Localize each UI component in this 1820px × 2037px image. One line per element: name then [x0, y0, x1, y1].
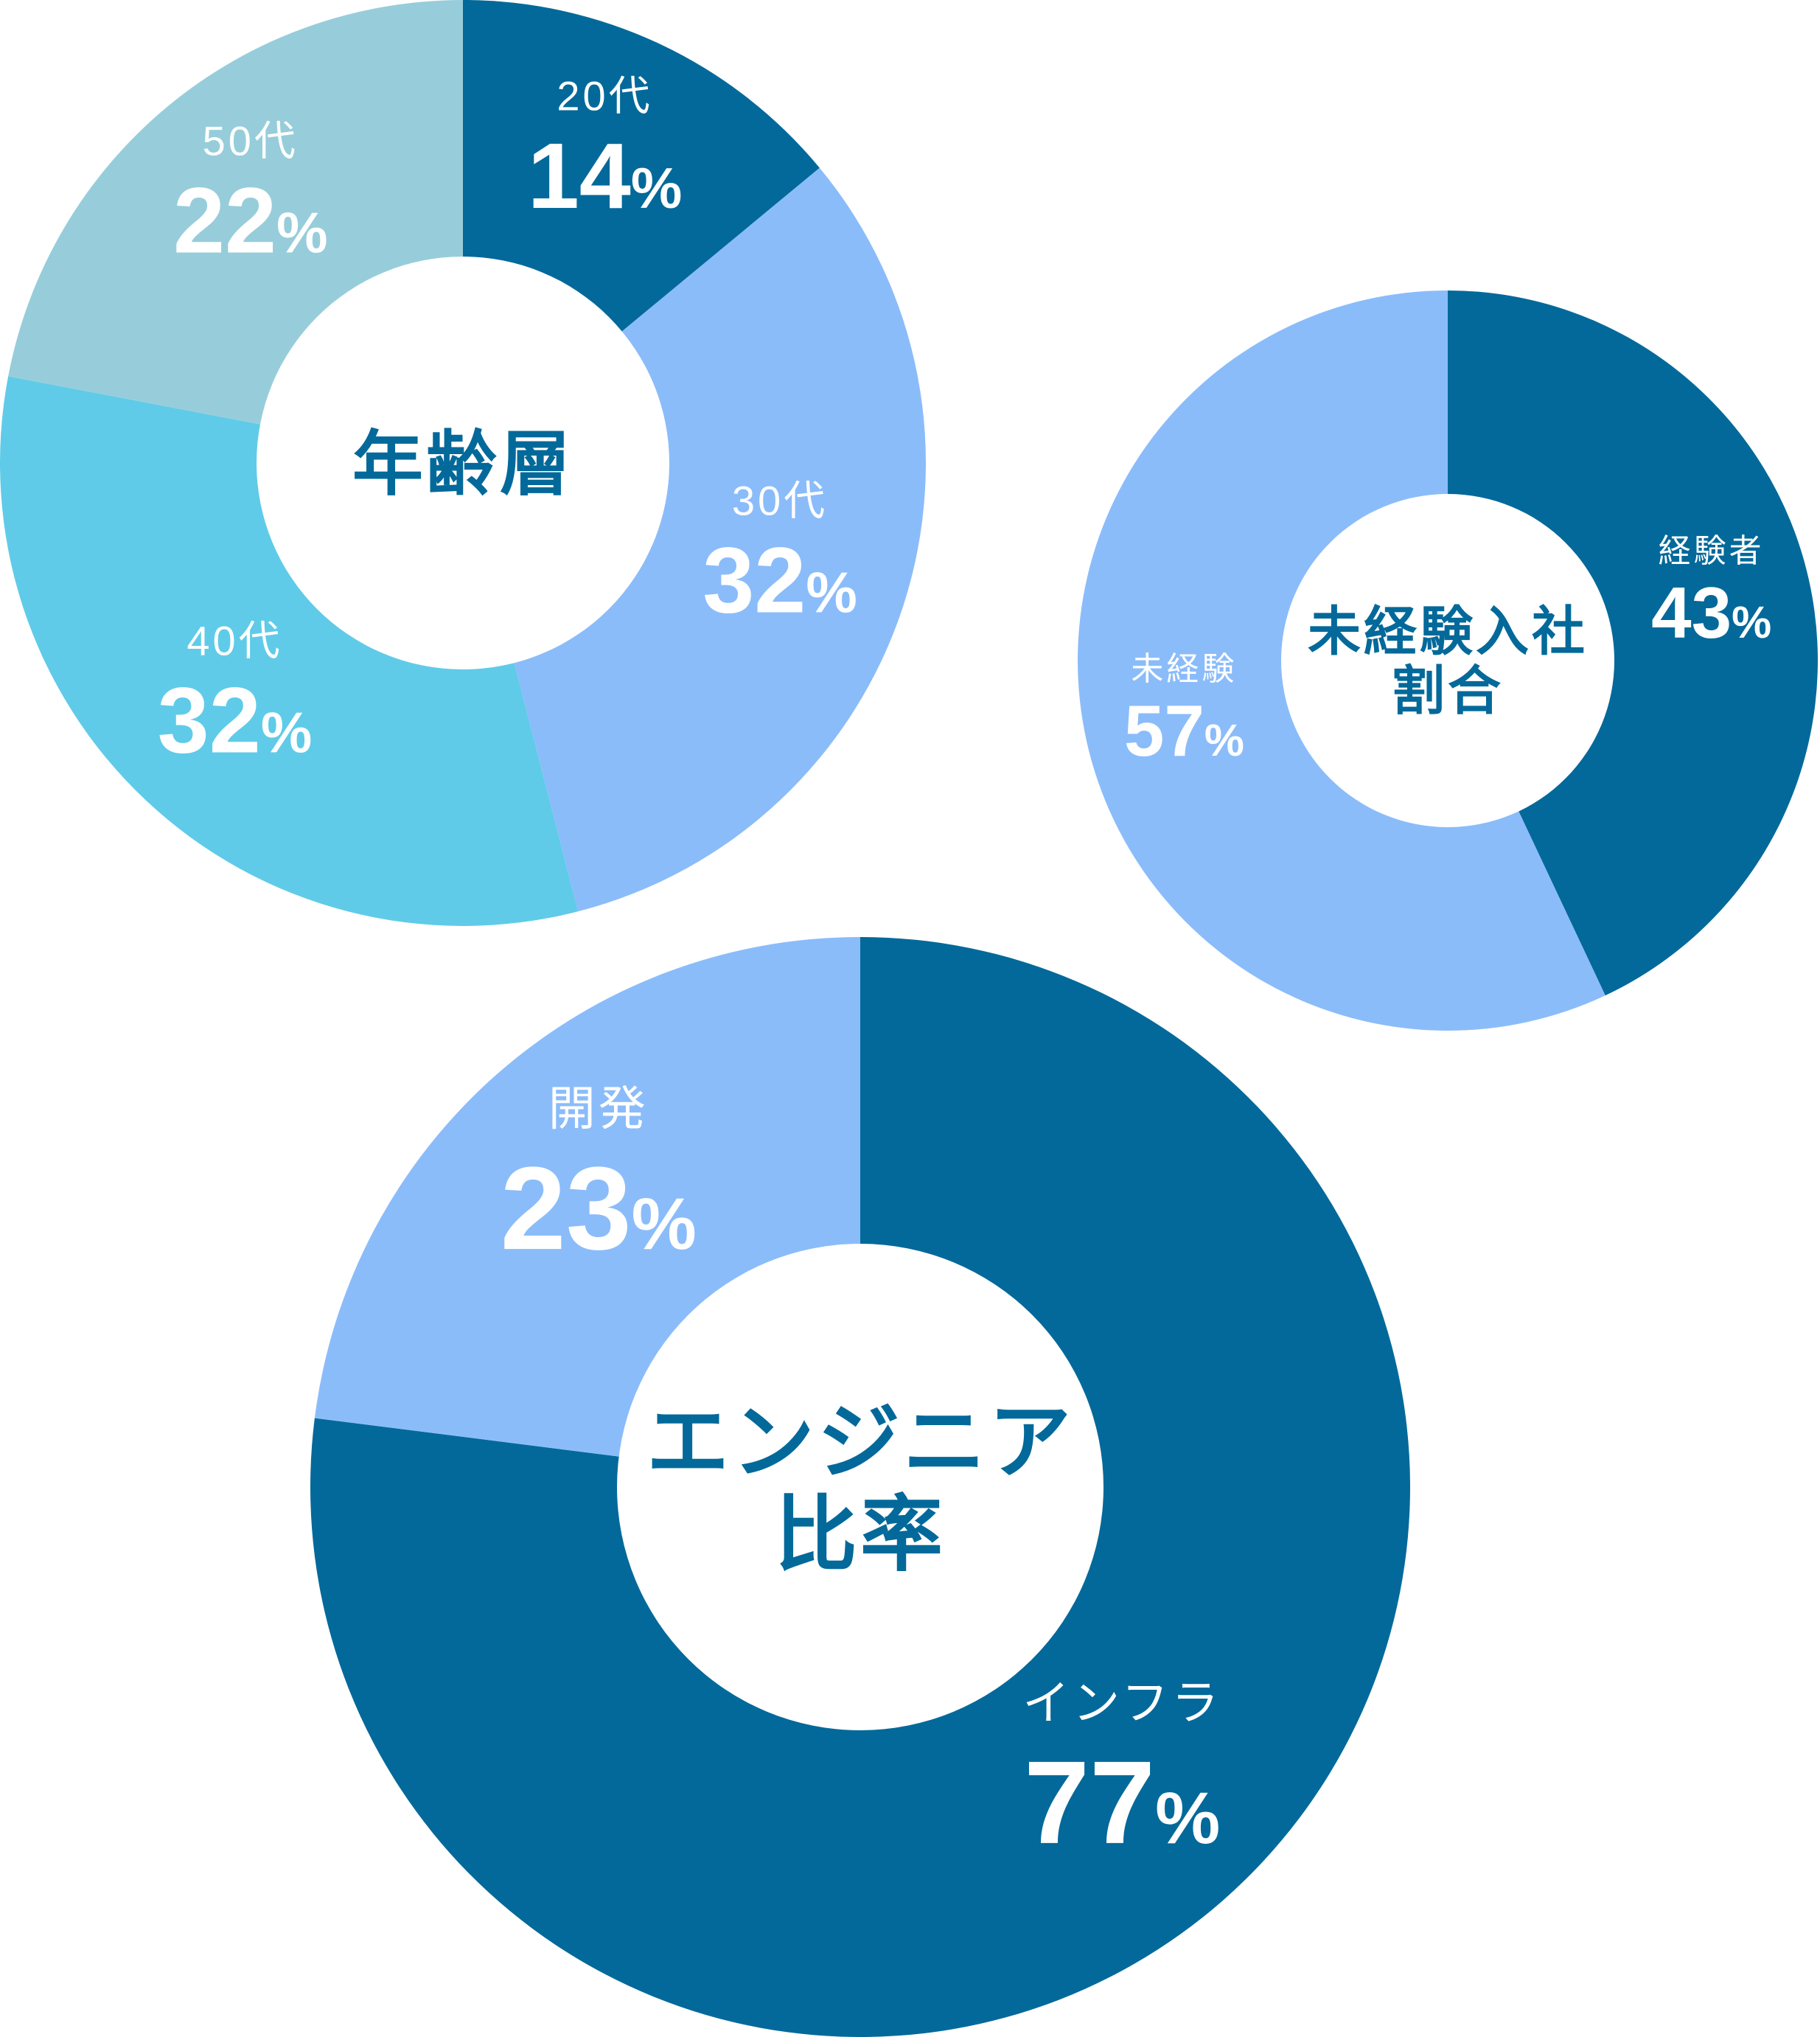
hire-slice-label-1: 未経験 — [1131, 651, 1237, 687]
age-slice-value-2: 32% — [158, 669, 313, 773]
age-chart-title: 年齢層 — [352, 425, 573, 504]
age-slice-value-3: 22% — [173, 169, 328, 273]
engineer-donut-hole — [617, 1244, 1103, 1730]
age-slice-1 — [463, 167, 926, 912]
age-slice-label-3: 50代 — [203, 117, 299, 164]
hire-chart-title: 未経験入社割合 — [1308, 603, 1588, 722]
hire-donut-hole — [1281, 494, 1614, 827]
hire-slice-label-0: 経験者 — [1659, 533, 1765, 569]
age-slice-value-1: 32% — [702, 529, 857, 633]
engineer-slice-label-1: 開発 — [548, 1082, 649, 1135]
age-donut-hole — [257, 257, 669, 669]
hire-slice-0 — [1448, 290, 1818, 996]
engineer-slice-value-0: 77% — [1024, 1736, 1220, 1868]
hire-slice-value-0: 43% — [1651, 572, 1771, 653]
engineer-slice-value-1: 23% — [501, 1142, 697, 1274]
age-slice-label-0: 20代 — [557, 73, 652, 119]
hire-slice-value-1: 57% — [1124, 690, 1244, 771]
age-donut-chart: 20代 14% 30代 32% 40代 32% 50代 22% 年齢層 — [0, 0, 926, 927]
engineer-ratio-donut-chart: インフラ 77% 開発 23% エンジニア比率 — [310, 937, 1411, 2037]
age-slice-label-2: 40代 — [186, 617, 282, 664]
age-slice-value-0: 14% — [528, 124, 683, 228]
engineer-chart-title: エンジニア比率 — [646, 1396, 1074, 1581]
age-slice-label-1: 30代 — [732, 477, 828, 523]
engineer-slice-label-0: インフラ — [1022, 1676, 1221, 1730]
